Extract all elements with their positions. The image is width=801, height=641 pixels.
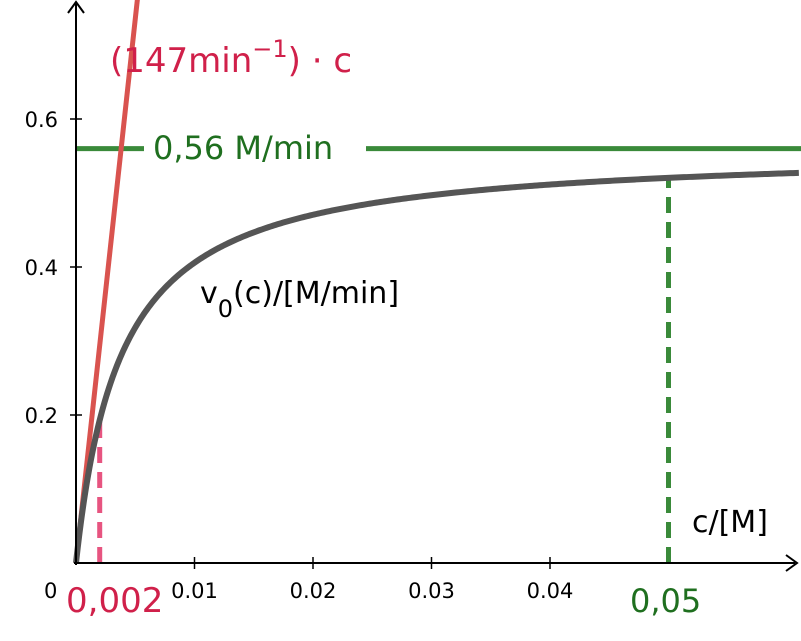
- curve-label-main: v: [200, 276, 218, 311]
- curve-label: v0(c)/[M/min]: [200, 276, 399, 323]
- curve-label-sub: 0: [218, 295, 233, 323]
- ticks: 0.01 0.02 0.03 0.04 0.2 0.4 0.6: [25, 108, 574, 603]
- tangent-label-post: ) · c: [288, 41, 352, 81]
- tangent-line: [73, 0, 140, 564]
- tangent-label-pre: (147min: [110, 41, 252, 81]
- asymptote-label: 0,56 M/min: [153, 129, 333, 167]
- asymptote-label-bg: [144, 128, 366, 170]
- x-axis-label: c/[M]: [692, 505, 768, 540]
- y-tick-label-2: 0.6: [25, 108, 58, 132]
- x-axis-arrow: [785, 554, 799, 572]
- origin-label: 0: [44, 579, 57, 603]
- v0-curve: [73, 169, 799, 566]
- annotation-label-0002: 0,002: [66, 581, 163, 621]
- y-axis-arrow: [67, 0, 85, 14]
- y-tick-label-1: 0.4: [25, 256, 58, 280]
- plot-curves: [73, 0, 801, 566]
- axes: [67, 0, 799, 572]
- x-tick-label-1: 0.02: [290, 579, 337, 603]
- x-tick-label-0: 0.01: [171, 579, 218, 603]
- tangent-label-sup: −1: [252, 35, 287, 63]
- y-tick-label-0: 0.2: [25, 404, 58, 428]
- annotation-label-005: 0,05: [630, 582, 701, 620]
- x-tick-label-3: 0.04: [527, 579, 574, 603]
- x-tick-label-2: 0.03: [408, 579, 455, 603]
- curve-label-rest: (c)/[M/min]: [233, 276, 399, 311]
- tangent-label: (147min−1) · c: [110, 35, 352, 81]
- labels: 0 c/[M] v0(c)/[M/min] (147min−1) · c 0,5…: [44, 35, 768, 621]
